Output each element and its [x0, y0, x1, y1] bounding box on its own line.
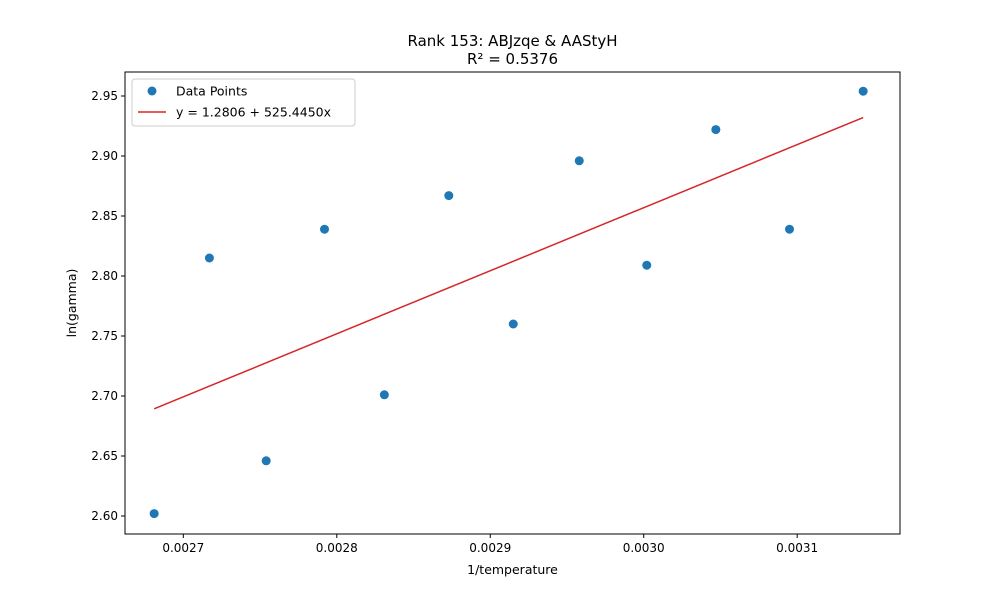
x-axis-ticks: 0.0027 0.0028 0.0029 0.0030 0.0031: [162, 534, 818, 555]
legend: Data Points y = 1.2806 + 525.4450x: [131, 78, 356, 127]
x-tick-label: 0.0028: [316, 541, 358, 555]
data-point: [508, 319, 518, 329]
legend-scatter-marker: [147, 86, 157, 96]
x-tick-label: 0.0031: [776, 541, 818, 555]
y-tick-label: 2.90: [91, 149, 118, 163]
data-point: [711, 125, 721, 135]
y-tick-label: 2.60: [91, 509, 118, 523]
data-point: [149, 509, 159, 519]
data-point: [320, 224, 330, 234]
y-axis-label: ln(gamma): [64, 269, 79, 338]
x-tick-label: 0.0030: [623, 541, 665, 555]
y-tick-label: 2.70: [91, 389, 118, 403]
regression-line: [153, 116, 864, 410]
data-point: [261, 456, 271, 466]
data-point: [444, 191, 454, 201]
y-axis-ticks: 2.60 2.65 2.70 2.75 2.80 2.85 2.90 2.95: [91, 89, 125, 523]
data-point: [574, 156, 584, 166]
data-point: [858, 86, 868, 96]
y-tick-label: 2.65: [91, 449, 118, 463]
legend-label-data-points: Data Points: [176, 84, 247, 99]
y-tick-label: 2.75: [91, 329, 118, 343]
chart-subtitle: R² = 0.5376: [467, 50, 558, 68]
data-point: [204, 253, 214, 263]
data-point: [379, 390, 389, 400]
x-tick-label: 0.0027: [162, 541, 204, 555]
data-point: [785, 224, 795, 234]
data-point: [642, 260, 652, 270]
x-axis-label: 1/temperature: [467, 562, 558, 577]
legend-label-fit-line: y = 1.2806 + 525.4450x: [176, 105, 331, 120]
chart-title: Rank 153: ABJzqe & AAStyH: [407, 32, 617, 50]
plot-frame: [124, 71, 901, 535]
legend-box: [131, 78, 356, 127]
plot-marks: [149, 86, 868, 519]
y-tick-label: 2.80: [91, 269, 118, 283]
y-tick-label: 2.95: [91, 89, 118, 103]
x-tick-label: 0.0029: [469, 541, 511, 555]
y-tick-label: 2.85: [91, 209, 118, 223]
